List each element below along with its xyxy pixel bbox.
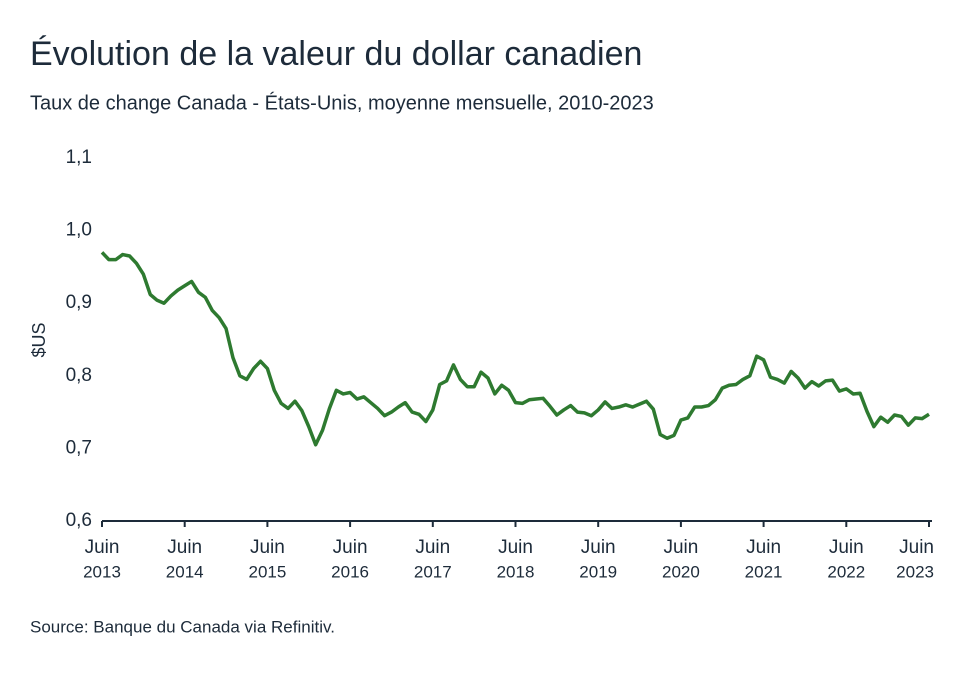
x-tick-label: 2017 bbox=[414, 562, 452, 581]
x-tick-label: 2013 bbox=[83, 562, 121, 581]
x-tick-label: Juin bbox=[663, 537, 698, 558]
x-tick-label: 2016 bbox=[331, 562, 369, 581]
source-note: Source: Banque du Canada via Refinitiv. bbox=[30, 617, 335, 636]
x-tick-label: 2023 bbox=[896, 562, 934, 581]
x-tick-label: Juin bbox=[415, 537, 450, 558]
y-tick-label: 0,6 bbox=[66, 510, 92, 531]
x-tick-label: 2018 bbox=[497, 562, 535, 581]
data-line bbox=[100, 251, 930, 447]
x-tick-label: 2019 bbox=[579, 562, 617, 581]
x-tick-label: 2015 bbox=[248, 562, 286, 581]
x-tick-label: Juin bbox=[746, 537, 781, 558]
x-tick-label: Juin bbox=[829, 537, 864, 558]
chart-title: Évolution de la valeur du dollar canadie… bbox=[30, 35, 642, 73]
x-tick-label: 2014 bbox=[166, 562, 204, 581]
x-tick-label: Juin bbox=[250, 537, 285, 558]
chart-subtitle: Taux de change Canada - États-Unis, moye… bbox=[30, 91, 654, 114]
x-tick-label: 2021 bbox=[745, 562, 783, 581]
x-tick-label: Juin bbox=[333, 537, 368, 558]
y-tick-label: 0,9 bbox=[66, 292, 92, 313]
x-tick-label: Juin bbox=[85, 537, 120, 558]
x-tick-label: Juin bbox=[581, 537, 616, 558]
y-tick-label: 0,8 bbox=[66, 365, 92, 386]
y-tick-label: 1,1 bbox=[66, 147, 92, 168]
y-axis-label: $US bbox=[29, 322, 49, 357]
x-tick-label: Juin bbox=[899, 537, 934, 558]
x-tick-label: Juin bbox=[167, 537, 202, 558]
x-tick-label: Juin bbox=[498, 537, 533, 558]
x-tick-label: 2022 bbox=[827, 562, 865, 581]
x-tick-label: 2020 bbox=[662, 562, 700, 581]
y-tick-label: 0,7 bbox=[66, 437, 92, 458]
y-tick-label: 1,0 bbox=[66, 220, 92, 241]
